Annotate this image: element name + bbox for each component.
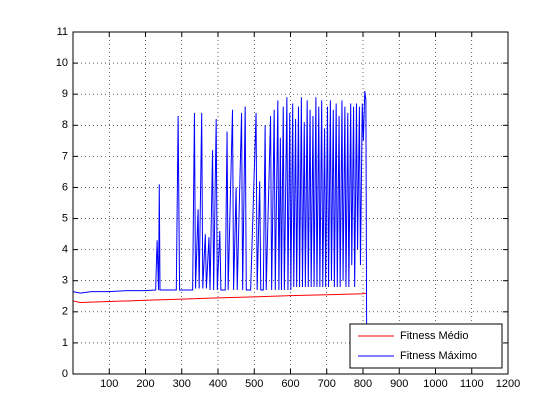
x-tick-label: 400 [209,378,227,390]
x-tick-label: 900 [390,378,408,390]
legend-label: Fitness Máximo [400,350,477,362]
y-tick-label: 6 [62,181,68,193]
series-line [72,91,368,331]
x-tick-label: 1000 [423,378,447,390]
y-tick-label: 8 [62,119,68,131]
series-line [72,292,367,303]
x-tick-label: 800 [354,378,372,390]
y-tick-label: 7 [62,150,68,162]
y-tick-label: 11 [57,26,68,38]
y-tick-label: 3 [62,275,68,287]
x-tick-label: 700 [318,378,336,390]
y-tick-label: 0 [62,368,68,380]
y-tick-label: 1 [62,337,68,349]
x-tick-label: 1200 [496,378,520,390]
x-tick-label: 600 [281,378,299,390]
y-tick-label: 9 [62,88,68,100]
x-tick-label: 300 [173,378,191,390]
legend-label: Fitness Médio [400,330,468,342]
y-tick-label: 5 [62,212,68,224]
y-tick-label: 2 [62,306,68,318]
y-tick-label: 10 [56,57,68,69]
x-tick-label: 100 [100,378,118,390]
x-tick-label: 200 [136,378,154,390]
x-tick-label: 1100 [460,378,484,390]
axes-box [72,31,509,375]
legend-box [349,323,503,369]
y-tick-label: 4 [62,244,68,256]
x-tick-label: 500 [245,378,263,390]
